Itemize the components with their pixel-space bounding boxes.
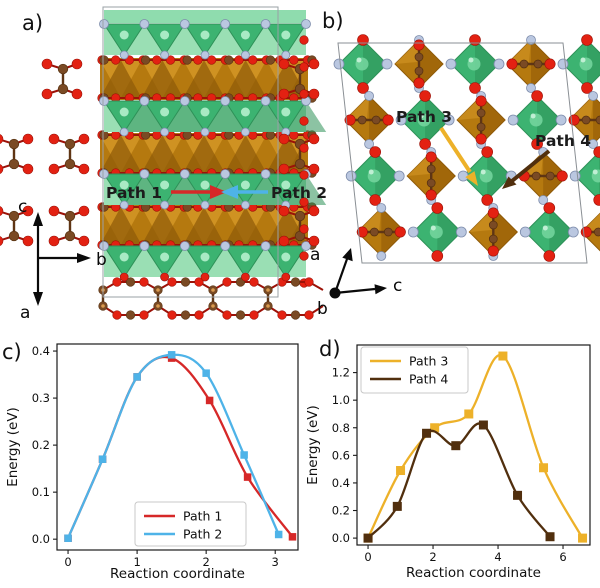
y-tick-label: 0.0 (332, 531, 350, 545)
path3-label: Path 3 (396, 108, 452, 126)
y-tick-label: 0.4 (32, 344, 50, 358)
plot-border (356, 344, 591, 546)
panel-d-label: d) (319, 337, 341, 361)
path2-arrowhead (221, 185, 238, 199)
y-tick-label: 0.4 (332, 476, 350, 490)
series-markers (363, 420, 555, 543)
x-tick-label: 0 (364, 550, 371, 564)
a-axis-arrowhead (342, 248, 353, 262)
x-tick-label: 6 (559, 550, 566, 564)
axis-a-label: a (20, 303, 30, 323)
path4-arrow-shaft (510, 149, 551, 183)
y-tick-label: 0.0 (32, 532, 50, 546)
path2-label: Path 2 (271, 184, 327, 202)
a-axis-line (333, 258, 349, 294)
axis-c-label: c (18, 197, 27, 217)
c-axis-line (334, 287, 376, 295)
y-tick-label: 0.2 (32, 438, 50, 452)
up-arrowhead (33, 212, 43, 226)
y-tick-label: 0.6 (332, 448, 350, 462)
path1-label: Path 1 (106, 184, 162, 202)
y-tick-label: 1.0 (332, 393, 350, 407)
x-tick-label: 2 (202, 555, 209, 569)
legend-label: Path 4 (409, 372, 448, 387)
right-arrowhead (77, 253, 91, 263)
legend-label: Path 3 (409, 354, 448, 369)
axis-a-label-b: a (310, 245, 320, 265)
x-tick-label: 0 (64, 555, 71, 569)
axes: 0 1 2 3 0.0 0.1 0.2 0.3 0.4 Reaction coordinate En… (5, 344, 279, 582)
crystal-structure-a (0, 10, 327, 320)
panel-c-label: c) (2, 340, 22, 364)
y-axis-title: Energy (eV) (305, 405, 321, 485)
unit-cell-outline-a (102, 6, 279, 298)
x-tick-label: 2 (429, 550, 436, 564)
panel-b-label: b) (322, 9, 344, 33)
y-tick-label: 1.2 (332, 366, 350, 380)
x-tick-label: 1 (133, 555, 140, 569)
panel-a-label: a) (22, 11, 43, 35)
carbonate-honeycomb (98, 272, 324, 320)
crystal-structure-b (333, 34, 600, 262)
energy-chart-d: 0 2 4 6 0.0 0.2 0.4 0.6 0.8 1.0 1.2 Reaction coordi… (305, 344, 591, 581)
axis-b-label: b (96, 250, 107, 270)
axis-b-label-b: b (317, 299, 328, 319)
structure-a-layers (97, 10, 327, 282)
side-chains-a (0, 35, 320, 288)
y-tick-label: 0.2 (332, 504, 350, 518)
energy-chart-c: 0 1 2 3 0.0 0.1 0.2 0.3 0.4 Reaction coordinate En… (5, 343, 299, 582)
y-axis-title: Energy (eV) (5, 407, 21, 487)
path2-arrow (221, 185, 268, 199)
axis-indicator-b (329, 248, 387, 299)
legend-label: Path 2 (183, 527, 222, 542)
path3-arrowhead (465, 171, 478, 186)
legend: Path 1 Path 2 (134, 501, 247, 547)
axis-indicator-a (33, 212, 91, 306)
legend-label: Path 1 (183, 509, 222, 524)
path4-arrow (502, 149, 551, 189)
panel-a: a) Path 1 Path 2 c b a (0, 6, 327, 323)
down-arrowhead (33, 292, 43, 306)
x-axis-title: Reaction coordinate (110, 566, 245, 582)
path3-arrow-shaft (439, 126, 472, 174)
path1-arrowhead (210, 185, 227, 199)
unit-cell-outline-b (337, 42, 588, 264)
y-tick-label: 0.3 (32, 391, 50, 405)
y-tick-label: 0.8 (332, 421, 350, 435)
x-tick-label: 4 (494, 550, 501, 564)
panel-b: b) Path 3 Path 4 a c b (310, 9, 600, 319)
x-tick-label: 3 (272, 555, 279, 569)
c-axis-arrowhead (374, 284, 387, 295)
path4-arrowhead (502, 176, 517, 189)
axis-c-label-b: c (393, 276, 402, 296)
series-markers (64, 351, 283, 542)
legend: Path 3 Path 4 (360, 346, 469, 394)
path3-arrow (439, 126, 478, 186)
diamond-lattice (333, 34, 600, 262)
y-tick-label: 0.1 (32, 485, 50, 499)
axes: 0 2 4 6 0.0 0.2 0.4 0.6 0.8 1.0 1.2 Reaction coordi… (305, 366, 567, 581)
plot-border (56, 343, 299, 551)
x-axis-title: Reaction coordinate (406, 565, 541, 581)
path1-arrow (171, 185, 227, 199)
path4-label: Path 4 (535, 132, 591, 150)
